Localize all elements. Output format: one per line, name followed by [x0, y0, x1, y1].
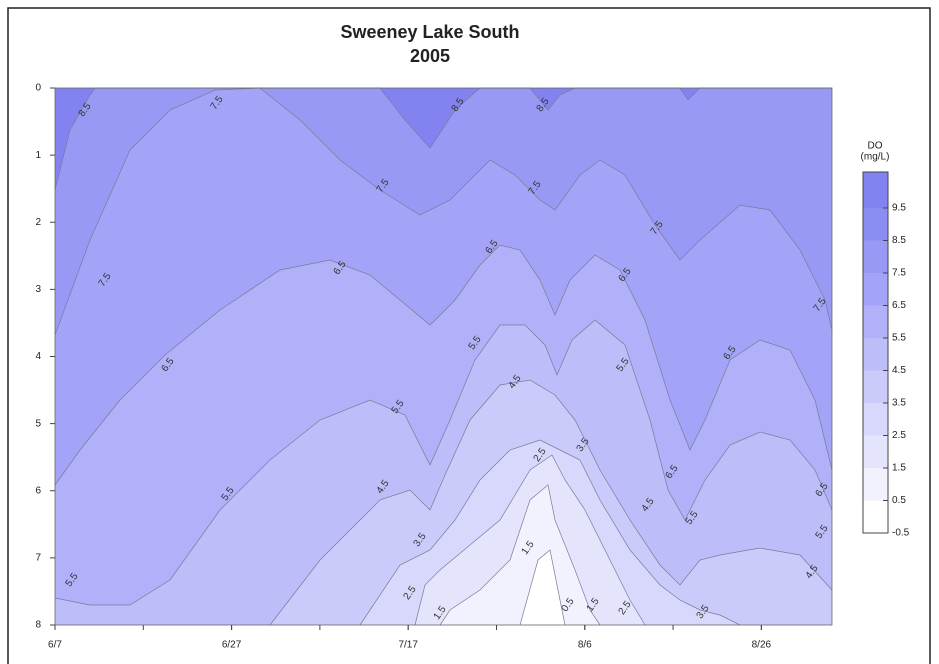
colorbar-swatch — [863, 403, 888, 436]
colorbar-label: 9.5 — [892, 203, 906, 214]
colorbar-label: 3.5 — [892, 398, 906, 409]
contour-line — [414, 454, 646, 626]
colorbar-swatch — [863, 172, 888, 208]
contour-line — [359, 439, 741, 626]
colorbar-label: 7.5 — [892, 268, 906, 279]
chart-title: Sweeney Lake South — [340, 22, 519, 42]
colorbar-label: 0.5 — [892, 495, 906, 506]
y-tick-label: 2 — [35, 217, 41, 228]
contour-line — [54, 244, 833, 486]
x-tick-label: 7/17 — [398, 640, 418, 651]
colorbar-title: DO — [868, 141, 883, 152]
chart-subtitle: 2005 — [410, 46, 450, 66]
y-tick-label: 8 — [35, 620, 41, 631]
colorbar-swatch — [863, 370, 888, 403]
contour-line — [54, 87, 833, 336]
colorbar-label: 8.5 — [892, 235, 906, 246]
y-tick-label: 1 — [35, 150, 41, 161]
y-tick-label: 3 — [35, 284, 41, 295]
y-tick-label: 0 — [35, 83, 41, 94]
x-tick-label: 6/27 — [222, 640, 242, 651]
colorbar-label: 1.5 — [892, 463, 906, 474]
colorbar-label: -0.5 — [892, 528, 910, 539]
colorbar-label: 5.5 — [892, 333, 906, 344]
y-tick-label: 4 — [35, 351, 41, 362]
y-tick-label: 5 — [35, 418, 41, 429]
x-tick-label: 8/26 — [752, 640, 772, 651]
colorbar-border — [862, 171, 889, 534]
colorbar-unit: (mg/L) — [861, 152, 890, 163]
contour-line — [269, 379, 833, 626]
x-tick-label: 8/6 — [578, 640, 592, 651]
y-tick-label: 7 — [35, 553, 41, 564]
colorbar-label: 2.5 — [892, 430, 906, 441]
colorbar-swatch — [863, 208, 888, 241]
y-tick-label: 6 — [35, 485, 41, 496]
colorbar-swatch — [863, 273, 888, 306]
x-tick-label: 6/7 — [48, 640, 62, 651]
frame — [7, 7, 931, 664]
colorbar-swatch — [863, 305, 888, 338]
colorbar-swatch — [863, 338, 888, 371]
contour-line — [54, 319, 833, 606]
colorbar-swatch — [863, 435, 888, 468]
colorbar-swatch — [863, 500, 888, 533]
contour-line — [519, 549, 566, 626]
colorbar-label: 4.5 — [892, 365, 906, 376]
colorbar-label: 6.5 — [892, 300, 906, 311]
contour-line — [439, 484, 601, 626]
colorbar-swatch — [863, 468, 888, 501]
colorbar-swatch — [863, 240, 888, 273]
